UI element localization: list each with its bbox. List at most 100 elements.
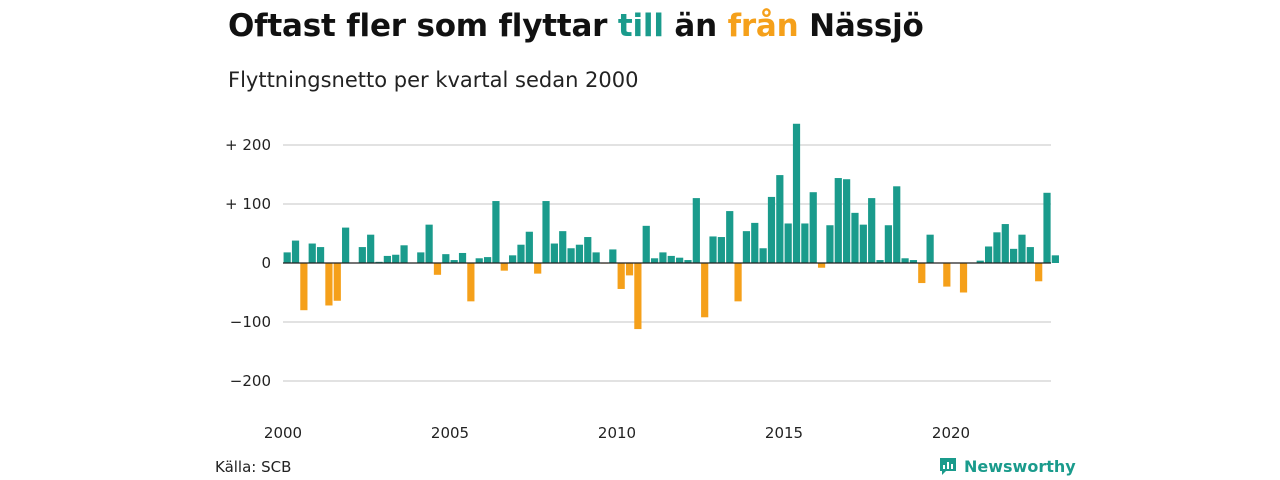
bar: [325, 263, 333, 306]
bar: [1035, 263, 1043, 282]
bar: [283, 252, 291, 263]
bar: [1010, 248, 1018, 263]
bar: [667, 255, 675, 263]
bar: [726, 211, 734, 263]
bar: [959, 263, 968, 293]
bar: [993, 232, 1001, 263]
bar: [893, 186, 901, 263]
bar: [834, 178, 842, 263]
x-tick-label: 2015: [765, 424, 803, 442]
bar: [784, 223, 792, 263]
bar: [868, 198, 876, 263]
bar: [291, 240, 300, 263]
title-part-5: Nässjö: [798, 8, 924, 44]
chart-subtitle: Flyttningsnetto per kvartal sedan 2000: [228, 68, 639, 92]
title-part-1: Oftast fler som flyttar: [228, 8, 618, 44]
bar: [817, 263, 826, 268]
bar: [567, 248, 575, 263]
bar: [483, 257, 492, 263]
y-tick-label: −200: [230, 372, 271, 390]
bar: [383, 255, 391, 263]
chart-title: Oftast fler som flyttar till än från Näs…: [228, 8, 924, 44]
x-tick-label: 2005: [431, 424, 469, 442]
x-tick-label: 2020: [932, 424, 970, 442]
newsworthy-icon: [940, 458, 956, 475]
bar: [542, 201, 550, 263]
bar: [734, 263, 742, 302]
bar: [843, 179, 851, 263]
title-part-3: än: [663, 8, 728, 44]
bar: [450, 260, 458, 263]
brand-name: Newsworthy: [964, 456, 1076, 476]
bar: [584, 237, 592, 263]
bar: [308, 243, 316, 263]
bar: [876, 260, 884, 263]
bar: [442, 254, 450, 263]
bar: [759, 248, 767, 263]
bar: [400, 245, 408, 263]
bar: [809, 192, 817, 263]
bar: [776, 175, 784, 263]
bar: [609, 249, 617, 263]
bar: [517, 244, 525, 263]
bar: [976, 260, 984, 263]
bar: [1001, 224, 1009, 263]
bar: [500, 263, 508, 271]
bar: [634, 263, 642, 330]
bar: [575, 244, 584, 263]
bar: [367, 234, 375, 263]
bar: [943, 263, 951, 287]
bar: [901, 258, 909, 263]
title-fran: från: [727, 8, 799, 44]
bar: [592, 252, 600, 263]
brand-logo: Newsworthy: [938, 456, 1076, 476]
bar: [676, 257, 684, 263]
bar: [984, 246, 993, 263]
bar: [425, 224, 433, 263]
bar: [909, 260, 918, 263]
bar: [534, 263, 542, 274]
bar: [650, 258, 659, 263]
bar: [826, 225, 834, 263]
bar: [751, 222, 759, 263]
y-tick-label: −100: [230, 313, 271, 331]
bar: [458, 252, 467, 263]
bar: [792, 123, 801, 263]
x-tick-label: 2010: [598, 424, 636, 442]
bar: [492, 201, 500, 263]
bar: [559, 231, 567, 263]
bar: [617, 263, 625, 289]
bar: [926, 234, 934, 263]
bar: [659, 252, 667, 263]
bar: [642, 225, 650, 263]
bar: [859, 224, 867, 263]
bar: [1043, 192, 1051, 263]
bar: [692, 198, 700, 263]
y-tick-label: + 100: [225, 195, 271, 213]
bar: [851, 212, 859, 263]
bar: [316, 247, 325, 263]
y-tick-label: + 200: [225, 136, 271, 154]
bar: [709, 236, 717, 263]
x-tick-label: 2000: [264, 424, 302, 442]
bar: [801, 223, 809, 263]
bar: [392, 254, 400, 263]
bar: [1018, 234, 1026, 263]
bar: [684, 260, 692, 263]
bar: [717, 237, 725, 263]
bar: [1051, 255, 1059, 263]
bar: [550, 243, 558, 263]
bar: [742, 231, 751, 263]
bar: [525, 231, 533, 263]
bar: [767, 196, 776, 263]
y-tick-label: 0: [261, 254, 271, 272]
bar: [1026, 247, 1034, 263]
bar: [358, 247, 366, 263]
bar: [918, 263, 926, 284]
bar: [300, 263, 308, 311]
bar: [342, 227, 350, 263]
bar: [417, 252, 425, 263]
bar: [475, 258, 483, 263]
